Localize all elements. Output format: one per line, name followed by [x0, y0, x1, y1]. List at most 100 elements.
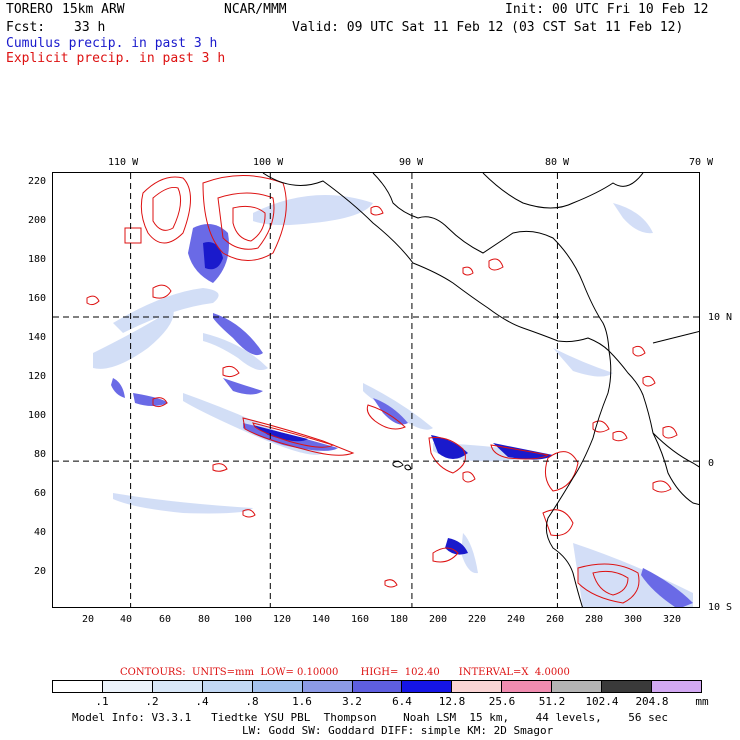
map-canvas	[53, 173, 699, 607]
colorbar-label: 204.8	[635, 695, 669, 708]
x-tick: 40	[120, 614, 133, 625]
explicit-contour	[152, 187, 182, 231]
coastline	[652, 330, 699, 344]
island	[392, 460, 404, 468]
colorbar-label: 1.6	[292, 695, 312, 708]
coastline	[482, 173, 644, 209]
cumulus-core	[445, 538, 468, 555]
explicit-contour	[86, 295, 100, 306]
center-name: NCAR/MMM	[224, 2, 287, 17]
cumulus-light-layer	[93, 195, 693, 607]
lat-label-10n: 10 N	[708, 312, 733, 323]
explicit-contour	[592, 570, 629, 596]
explicit-contour	[222, 365, 240, 378]
coastline	[262, 173, 699, 506]
y-tick: 160	[27, 293, 46, 304]
colorbar-label: 12.8	[438, 695, 466, 708]
x-tick: 80	[198, 614, 211, 625]
explicit-contour	[490, 444, 550, 460]
lon-label-90w: 90 W	[399, 157, 424, 168]
coastline	[652, 432, 699, 468]
coastline	[372, 173, 610, 352]
cumulus-band	[613, 203, 653, 234]
colorbar	[52, 680, 702, 693]
colorbar-label: 3.2	[342, 695, 362, 708]
explicit-contour	[370, 205, 384, 216]
y-tick: 220	[27, 176, 46, 187]
explicit-contour	[428, 437, 466, 474]
colorbar-cell	[352, 681, 403, 692]
colorbar-cell	[452, 681, 503, 692]
explicit-contour	[662, 426, 678, 439]
init-time: Init: 00 UTC Fri 10 Feb 12	[505, 2, 709, 17]
explicit-contour	[242, 509, 256, 518]
fcst-value: 33 h	[74, 20, 106, 35]
y-tick: 40	[33, 527, 46, 538]
cumulus-core	[431, 435, 468, 459]
y-tick: 100	[27, 410, 46, 421]
explicit-contour	[242, 417, 355, 456]
colorbar-units: mm	[695, 695, 709, 708]
x-tick: 280	[585, 614, 604, 625]
x-tick: 260	[546, 614, 565, 625]
colorbar-label: 25.6	[488, 695, 516, 708]
explicit-contour	[462, 266, 474, 276]
coastline-layer	[262, 173, 699, 607]
cumulus-core	[641, 568, 693, 607]
colorbar-cell	[502, 681, 553, 692]
colorbar-cell	[402, 681, 453, 692]
physics-info: LW: Godd SW: Goddard DIFF: simple KM: 2D…	[242, 724, 554, 737]
colorbar-label: 102.4	[585, 695, 619, 708]
x-tick: 320	[663, 614, 682, 625]
cumulus-core	[253, 425, 308, 442]
model-resolution: 15km ARW	[62, 2, 125, 17]
cumulus-core	[223, 378, 263, 395]
explicit-contour	[544, 451, 579, 492]
fcst-label: Fcst:	[6, 20, 46, 35]
explicit-contour	[462, 471, 476, 483]
model-name: TORERO	[6, 2, 53, 17]
valid-time: Valid: 09 UTC Sat 11 Feb 12 (03 CST Sat …	[292, 20, 684, 35]
explicit-contour	[384, 579, 398, 588]
colorbar-label: .8	[245, 695, 259, 708]
cumulus-band	[461, 533, 478, 574]
colorbar-cell	[652, 681, 701, 692]
cumulus-core	[213, 313, 263, 356]
cumulus-band	[203, 333, 268, 371]
cumulus-band	[363, 383, 433, 430]
colorbar-label: .1	[95, 695, 109, 708]
explicit-contour	[542, 509, 574, 536]
cumulus-core	[133, 393, 168, 406]
lon-label-110w: 110 W	[108, 157, 139, 168]
explicit-contour	[152, 284, 172, 299]
cumulus-legend: Cumulus precip. in past 3 h	[6, 36, 218, 51]
grid-layer	[53, 173, 699, 607]
x-tick: 100	[234, 614, 253, 625]
colorbar-cell	[102, 681, 153, 692]
explicit-contour	[642, 375, 656, 387]
colorbar-label: .4	[195, 695, 209, 708]
x-tick: 220	[468, 614, 487, 625]
lon-label-100w: 100 W	[253, 157, 284, 168]
coastline	[545, 350, 612, 607]
colorbar-label: 6.4	[392, 695, 412, 708]
colorbar-label: .2	[145, 695, 159, 708]
cumulus-band	[93, 308, 174, 369]
y-tick: 80	[33, 449, 46, 460]
y-tick: 180	[27, 254, 46, 265]
island	[404, 464, 412, 471]
explicit-contour	[232, 205, 266, 242]
explicit-contour	[632, 345, 646, 357]
cumulus-core	[493, 443, 553, 460]
explicit-legend: Explicit precip. in past 3 h	[6, 51, 226, 66]
explicit-contour	[252, 422, 335, 448]
x-tick: 20	[82, 614, 95, 625]
lat-label-10s: 10 S	[708, 602, 733, 613]
colorbar-cell	[552, 681, 603, 692]
precip-map	[52, 172, 700, 608]
explicit-contour	[212, 463, 228, 472]
colorbar-cell	[602, 681, 653, 692]
y-tick: 120	[27, 371, 46, 382]
cumulus-band	[113, 493, 253, 514]
cumulus-dark-layer	[111, 224, 693, 607]
